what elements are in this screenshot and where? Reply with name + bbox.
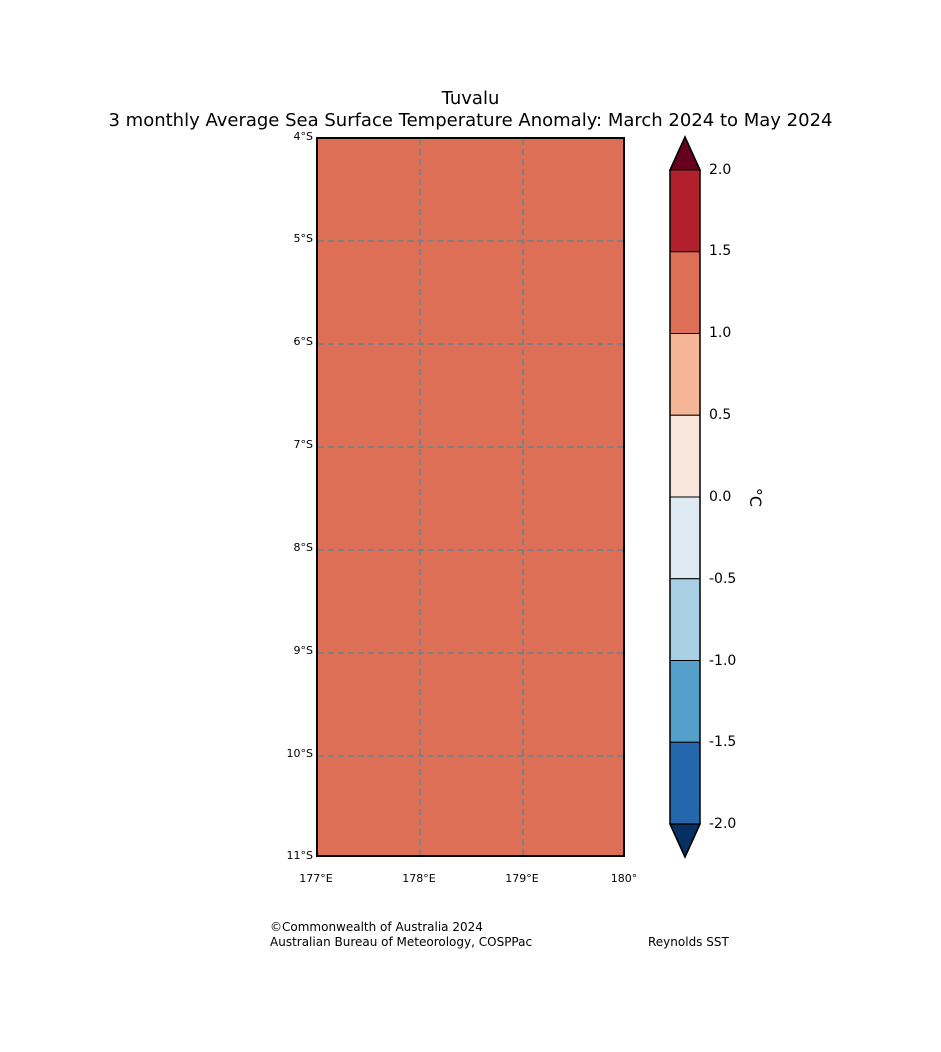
lon-label: 177°E [299, 872, 333, 885]
lat-label: 7°S [293, 438, 313, 451]
colorbar-band [669, 251, 701, 334]
colorbar-tick-label: -1.0 [709, 653, 737, 669]
colorbar-over-arrow [668, 135, 702, 171]
colorbar-tick-label: 2.0 [709, 162, 732, 178]
colorbar-band [669, 578, 701, 661]
lat-label: 6°S [293, 335, 313, 348]
gridline-lat-7s [318, 446, 623, 448]
lat-label: 4°S [293, 130, 313, 143]
colorbar-band [669, 414, 701, 498]
lat-label: 10°S [286, 747, 313, 760]
colorbar-band [669, 660, 701, 743]
lon-label: 179°E [505, 872, 539, 885]
colorbar-tick-label: 1.0 [709, 325, 732, 341]
lat-label: 9°S [293, 644, 313, 657]
gridline-lat-8s [318, 549, 623, 551]
gridline-lat-9s [318, 652, 623, 654]
colorbar-tick-label: -1.5 [709, 734, 737, 750]
copyright-text: ©Commonwealth of Australia 2024 [270, 920, 483, 934]
map-subtitle: 3 monthly Average Sea Surface Temperatur… [108, 110, 833, 131]
colorbar-units: °C [746, 487, 766, 508]
data-source-text: Reynolds SST [648, 935, 729, 949]
lat-label: 5°S [293, 232, 313, 245]
colorbar-band [669, 333, 701, 416]
lon-label: 180° [610, 872, 638, 885]
credit-text: Australian Bureau of Meteorology, COSPPa… [270, 935, 533, 949]
lon-label: 178°E [402, 872, 436, 885]
colorbar-band [669, 741, 701, 825]
gridline-lat-6s [318, 343, 623, 345]
colorbar-tick-label: 0.5 [709, 407, 732, 423]
colorbar-band [669, 496, 701, 580]
map-title: Tuvalu [441, 88, 500, 109]
colorbar-tick-label: -2.0 [709, 816, 737, 832]
colorbar-outline [669, 135, 701, 859]
sst-anomaly-fill [318, 139, 623, 855]
lat-label: 11°S [286, 849, 313, 862]
map-panel [316, 137, 625, 857]
lat-label: 8°S [293, 541, 313, 554]
colorbar-tick-label: 0.0 [709, 489, 732, 505]
gridline-lon-179e [522, 139, 524, 855]
gridline-lat-10s [318, 755, 623, 757]
colorbar-tick-label: 1.5 [709, 243, 732, 259]
colorbar-tick-label: -0.5 [709, 571, 737, 587]
gridline-lon-178e [419, 139, 421, 855]
colorbar-band [669, 169, 701, 253]
colorbar-under-arrow [668, 823, 702, 859]
gridline-lat-5s [318, 240, 623, 242]
